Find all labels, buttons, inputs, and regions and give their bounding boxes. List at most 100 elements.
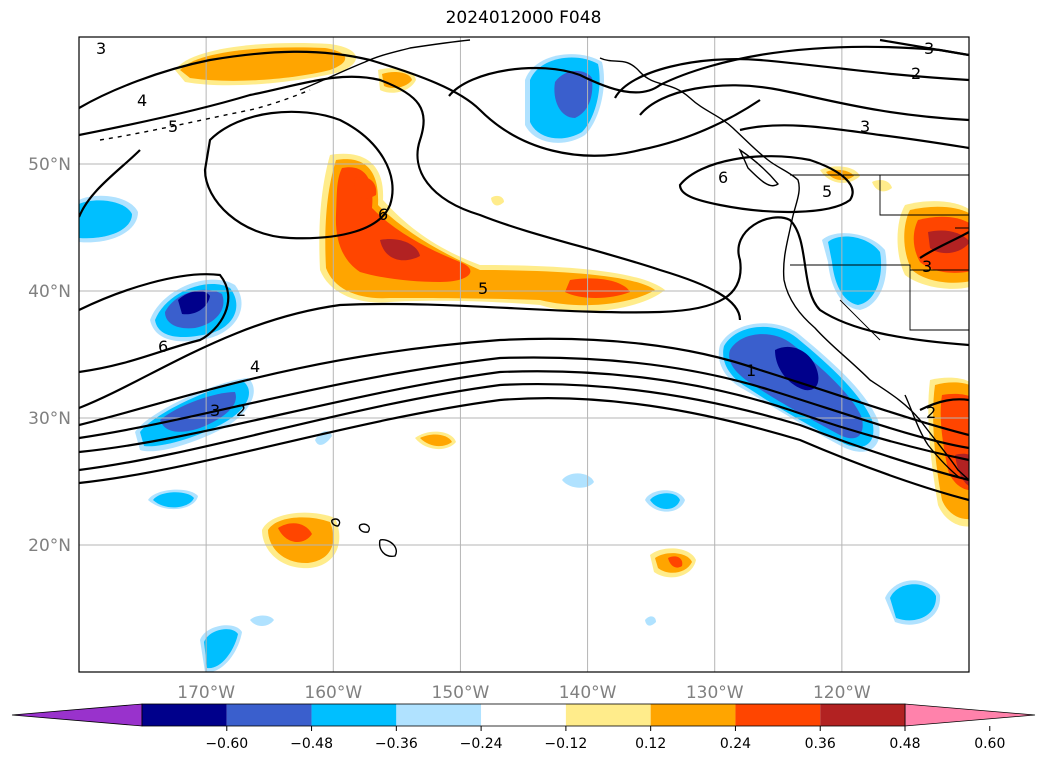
contour-label: 2 bbox=[236, 401, 246, 420]
latitude-label: 30°N bbox=[28, 409, 71, 429]
colorbar-tick-label: −0.12 bbox=[544, 736, 587, 752]
colorbar-extend-low bbox=[11, 703, 143, 727]
contour-label: 3 bbox=[922, 257, 932, 276]
alaska-peninsula-coastline bbox=[299, 39, 471, 91]
positive-anomaly-area bbox=[668, 556, 683, 568]
latitude-labels: 50°N 40°N 30°N 20°N bbox=[28, 155, 71, 556]
map-background bbox=[79, 37, 969, 672]
contour-line bbox=[79, 149, 141, 218]
contour-line bbox=[79, 273, 230, 374]
colorbar-segment bbox=[565, 704, 651, 726]
contour-labels: 3 4 5 6 5 6 4 3 2 1 3 2 3 6 5 2 3 bbox=[96, 39, 936, 422]
positive-anomaly-area bbox=[180, 47, 346, 81]
contour-label: 3 bbox=[96, 39, 106, 58]
negative-anomaly-area bbox=[178, 291, 210, 315]
baja-peninsula bbox=[904, 394, 961, 479]
north-america-coastline bbox=[599, 57, 969, 481]
negative-anomaly-area bbox=[153, 492, 194, 508]
colorbar-segment bbox=[311, 704, 397, 726]
contour-line bbox=[678, 155, 854, 214]
contour-line bbox=[79, 50, 761, 157]
contour-line bbox=[919, 398, 969, 411]
latitude-label: 40°N bbox=[28, 282, 71, 302]
longitude-label: 120°W bbox=[813, 683, 871, 703]
contour-line bbox=[79, 397, 969, 502]
colorbar-tick-label: 0.12 bbox=[635, 736, 666, 752]
contour-line bbox=[879, 38, 969, 57]
colorbar-tick-label: −0.36 bbox=[375, 736, 418, 752]
contour-label: 5 bbox=[478, 279, 488, 298]
negative-anomaly-area bbox=[160, 392, 236, 432]
negative-anomaly-area bbox=[204, 629, 238, 669]
contour-label: 3 bbox=[210, 401, 220, 420]
contour-line bbox=[79, 216, 969, 410]
colorbar-tick-label: −0.60 bbox=[205, 736, 248, 752]
contour-label: 4 bbox=[250, 357, 260, 376]
colorbar-frame bbox=[141, 703, 906, 727]
map-title: 2024012000 F048 bbox=[445, 8, 602, 28]
contour-label: 6 bbox=[158, 337, 168, 356]
contour-label: 3 bbox=[924, 39, 934, 58]
contour-label: 6 bbox=[378, 205, 388, 224]
contour-label: 1 bbox=[746, 361, 756, 380]
colorbar-segment bbox=[735, 704, 821, 726]
contour-label: 6 bbox=[718, 168, 728, 187]
contour-line bbox=[79, 337, 969, 437]
positive-anomaly-area bbox=[872, 180, 892, 192]
contour-line bbox=[919, 231, 969, 259]
colorbar: −0.60 −0.48 −0.36 −0.24 −0.12 0.12 0.24 0.36 0.4… bbox=[11, 703, 1036, 752]
longitude-label: 150°W bbox=[432, 683, 490, 703]
contour-line bbox=[739, 124, 969, 150]
map-area: 3 4 5 6 5 6 4 3 2 1 3 2 3 6 5 2 3 bbox=[79, 37, 969, 672]
hawaii-islands bbox=[331, 518, 397, 557]
colorbar-segment bbox=[650, 704, 736, 726]
contour-label: 2 bbox=[911, 64, 921, 83]
contour-lines bbox=[79, 38, 969, 502]
contour-label: 3 bbox=[860, 117, 870, 136]
colorbar-tick-label: −0.48 bbox=[290, 736, 333, 752]
contour-label: 5 bbox=[822, 182, 832, 201]
positive-anomaly-area bbox=[380, 239, 420, 261]
aleutian-islands bbox=[99, 89, 311, 141]
colorbar-segment bbox=[142, 704, 227, 726]
gridlines bbox=[79, 37, 969, 672]
positive-anomaly-area bbox=[420, 434, 452, 447]
colorbar-tick-label: 0.24 bbox=[720, 736, 751, 752]
shaded-fields bbox=[79, 43, 969, 672]
longitude-label: 130°W bbox=[686, 683, 744, 703]
longitude-labels: 170°W 160°W 150°W 140°W 130°W 120°W bbox=[177, 683, 871, 703]
colorbar-tick-label: 0.36 bbox=[805, 736, 836, 752]
longitude-label: 170°W bbox=[177, 683, 235, 703]
contour-line bbox=[448, 45, 969, 97]
colorbar-segment bbox=[396, 704, 482, 726]
map-frame bbox=[78, 36, 970, 673]
colorbar-segment bbox=[481, 704, 566, 726]
negative-anomaly-area bbox=[828, 236, 882, 305]
contour-label: 2 bbox=[926, 403, 936, 422]
contour-line bbox=[79, 75, 742, 321]
negative-anomaly-area bbox=[562, 473, 594, 488]
contour-line bbox=[203, 110, 394, 240]
latitude-label: 20°N bbox=[28, 536, 71, 556]
contour-line bbox=[79, 356, 969, 450]
coastlines bbox=[99, 39, 969, 557]
positive-anomaly-area bbox=[278, 523, 312, 543]
colorbar-tick-label: 0.48 bbox=[889, 736, 920, 752]
vancouver-island bbox=[738, 148, 780, 187]
contour-line bbox=[79, 382, 969, 482]
contour-line bbox=[614, 57, 969, 99]
colorbar-segment bbox=[820, 704, 905, 726]
contour-label: 4 bbox=[137, 91, 147, 110]
negative-anomaly-area bbox=[250, 615, 274, 626]
latitude-label: 50°N bbox=[28, 155, 71, 175]
positive-anomaly-area bbox=[565, 278, 630, 298]
negative-anomaly-area bbox=[645, 616, 656, 626]
colorbar-extend-high bbox=[904, 703, 1036, 727]
positive-anomaly-area bbox=[354, 176, 377, 199]
negative-anomaly-area bbox=[79, 200, 132, 239]
colorbar-tick-label: −0.24 bbox=[460, 736, 503, 752]
contour-label: 5 bbox=[168, 117, 178, 136]
contour-line bbox=[639, 84, 969, 122]
negative-anomaly-area bbox=[890, 584, 937, 621]
